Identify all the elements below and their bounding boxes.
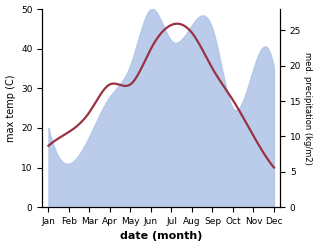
Y-axis label: med. precipitation (kg/m2): med. precipitation (kg/m2): [303, 52, 313, 165]
Y-axis label: max temp (C): max temp (C): [5, 74, 16, 142]
X-axis label: date (month): date (month): [120, 231, 203, 242]
